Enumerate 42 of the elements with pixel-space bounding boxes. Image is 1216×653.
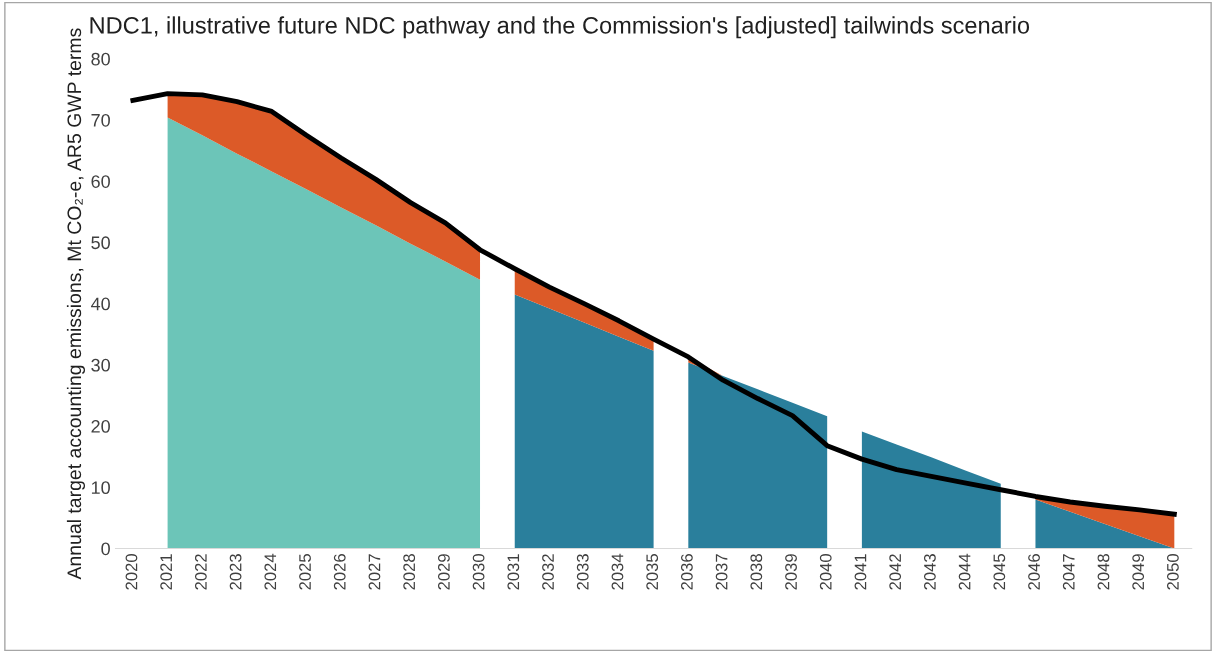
- y-tick-label: 0: [101, 542, 110, 556]
- x-tick-label: 2020: [125, 554, 138, 590]
- x-tick-label: 2043: [923, 554, 936, 590]
- x-tick-label: 2027: [368, 554, 381, 590]
- x-tick-label: 2045: [993, 554, 1006, 590]
- x-tick-label: 2034: [611, 553, 624, 590]
- x-tick-label: 2036: [680, 554, 693, 590]
- x-tick-label: 2040: [819, 554, 832, 590]
- x-tick-label: 2042: [889, 554, 902, 590]
- x-tick-label: 2022: [194, 554, 207, 590]
- x-tick-label: 2039: [785, 554, 797, 590]
- y-tick-label: 20: [91, 420, 110, 433]
- y-axis-title: Annual target accounting emissions, Mt CO₂-e, AR5 GWP terms: [66, 28, 86, 580]
- x-tick-label: 2023: [229, 554, 242, 590]
- y-tick-label: 10: [91, 481, 110, 495]
- y-tick-label: 40: [90, 297, 110, 311]
- x-tick-label: 2029: [437, 554, 450, 590]
- x-tick-label: 2037: [715, 554, 728, 590]
- x-tick-label: 2044: [958, 553, 971, 590]
- x-tick-label: 2035: [646, 554, 659, 590]
- x-tick-label: 2032: [542, 554, 554, 590]
- y-tick-label: 60: [91, 175, 110, 188]
- x-tick-label: 2024: [264, 553, 277, 590]
- x-tick-label: 2028: [403, 554, 416, 590]
- x-tick-label: 2047: [1062, 554, 1075, 590]
- x-tick-label: 2041: [854, 554, 867, 590]
- x-tick-label: 2049: [1132, 554, 1145, 590]
- chart-title: NDC1, illustrative future NDC pathway and the Commission's [adjusted] tailwinds scenario: [90, 16, 1030, 39]
- y-tick-label: 70: [91, 113, 110, 127]
- x-tick-label: 2026: [333, 554, 346, 590]
- x-tick-label: 2038: [750, 554, 763, 590]
- x-tick-label: 2021: [160, 554, 173, 590]
- x-tick-label: 2031: [507, 554, 520, 590]
- x-tick-label: 2046: [1028, 554, 1040, 590]
- x-tick-label: 2025: [299, 554, 311, 590]
- x-tick-label: 2048: [1097, 554, 1110, 590]
- x-tick-label: 2030: [472, 554, 485, 590]
- x-tick-label: 2050: [1166, 554, 1179, 590]
- y-tick-label: 50: [91, 236, 110, 250]
- y-tick-label: 80: [91, 52, 110, 66]
- y-tick-label: 30: [91, 358, 110, 372]
- x-tick-label: 2033: [576, 554, 589, 590]
